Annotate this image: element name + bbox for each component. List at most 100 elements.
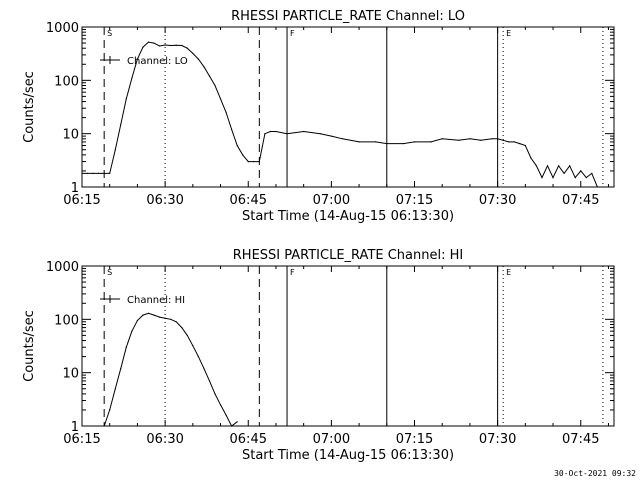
- data-point: [236, 421, 238, 423]
- y-axis-label: Counts/sec: [22, 71, 37, 143]
- data-point: [253, 161, 255, 163]
- data-point: [480, 139, 482, 141]
- y-axis-label: Counts/sec: [22, 310, 37, 382]
- data-point: [303, 130, 305, 133]
- data-point: [258, 161, 260, 163]
- plot-frame: [81, 265, 615, 427]
- data-point: [125, 98, 127, 100]
- x-tick-label: 07:15: [396, 432, 433, 447]
- data-point: [319, 133, 321, 135]
- data-point: [491, 138, 493, 140]
- data-point: [236, 144, 238, 147]
- event-marker-label: S: [107, 268, 112, 277]
- plot-frame: [81, 26, 615, 188]
- panel-2: RHESSI PARTICLE_RATE Channel: HI Counts/s…: [22, 248, 615, 463]
- data-point: [147, 312, 150, 314]
- x-tick-label: 07:30: [479, 432, 516, 447]
- legend-label: Channel: LO: [127, 56, 188, 67]
- event-marker-label: F: [290, 268, 295, 277]
- event-marker-label: E: [506, 29, 511, 38]
- data-point: [502, 139, 504, 141]
- data-point: [558, 165, 560, 167]
- data-point: [430, 141, 432, 143]
- data-point: [81, 172, 83, 174]
- data-point: [580, 170, 582, 172]
- data-point: [103, 425, 105, 427]
- data-point: [136, 58, 138, 60]
- x-tick-label: 06:45: [230, 432, 267, 447]
- data-point: [602, 186, 604, 188]
- data-point: [286, 133, 288, 135]
- data-point: [120, 123, 122, 125]
- data-point: [170, 44, 172, 47]
- y-tick-label: 10: [62, 128, 79, 143]
- timestamp-footer: 30-Oct-2021 09:32: [554, 469, 636, 478]
- y-tick-label: 10: [62, 367, 79, 382]
- data-point: [242, 154, 244, 156]
- x-axis-label: Start Time (14-Aug-15 06:13:30): [242, 209, 454, 224]
- data-point: [131, 330, 133, 332]
- data-point: [181, 327, 183, 329]
- data-point: [208, 380, 211, 382]
- event-marker-label: S: [107, 29, 112, 38]
- data-point: [231, 425, 233, 427]
- x-tick-label: 07:00: [313, 432, 350, 447]
- data-point: [596, 186, 599, 188]
- x-tick-label: 06:30: [146, 193, 183, 208]
- data-point: [530, 157, 532, 159]
- data-point: [375, 141, 377, 143]
- data-point: [264, 133, 266, 135]
- data-point: [153, 42, 155, 44]
- data-point: [269, 130, 271, 133]
- series-line-1: [103, 312, 238, 427]
- data-point: [120, 367, 122, 369]
- x-tick-label: 06:15: [63, 193, 100, 208]
- data-point: [508, 141, 510, 143]
- data-point: [563, 172, 565, 174]
- x-tick-label: 06:15: [63, 432, 100, 447]
- x-tick-label: 06:30: [146, 432, 183, 447]
- x-tick-label: 07:45: [562, 193, 599, 208]
- chart-title: RHESSI PARTICLE_RATE Channel: HI: [233, 248, 463, 263]
- data-point: [98, 172, 100, 174]
- data-point: [535, 165, 538, 167]
- data-point: [552, 177, 554, 179]
- data-point: [546, 165, 549, 167]
- x-tick-label: 07:00: [313, 193, 350, 208]
- data-point: [591, 172, 593, 174]
- data-point: [197, 356, 199, 358]
- x-tick-label: 07:45: [562, 432, 599, 447]
- data-point: [386, 143, 388, 145]
- data-point: [225, 111, 227, 113]
- data-point: [574, 177, 576, 179]
- data-point: [164, 44, 166, 46]
- data-point: [358, 141, 360, 143]
- data-point: [203, 367, 205, 369]
- data-point: [214, 84, 216, 87]
- data-point: [147, 41, 150, 43]
- data-point: [330, 135, 332, 137]
- y-tick-label: 1: [71, 181, 79, 196]
- data-point: [519, 143, 521, 145]
- y-tick-label: 100: [54, 74, 79, 89]
- data-point: [181, 44, 183, 47]
- data-point: [131, 77, 133, 79]
- data-point: [402, 143, 404, 145]
- event-marker-label: E: [506, 268, 511, 277]
- data-point: [203, 66, 205, 68]
- data-point: [164, 317, 166, 319]
- data-point: [153, 314, 155, 316]
- panel-1: RHESSI PARTICLE_RATE Channel: LO Counts/s…: [22, 9, 615, 224]
- data-point: [214, 393, 216, 395]
- data-point: [569, 165, 571, 167]
- x-axis-label: Start Time (14-Aug-15 06:13:30): [242, 448, 454, 463]
- data-point: [231, 128, 233, 130]
- data-point: [458, 139, 460, 141]
- data-point: [513, 141, 515, 143]
- data-point: [186, 47, 188, 49]
- data-point: [175, 321, 177, 323]
- data-point: [225, 414, 227, 416]
- data-point: [219, 404, 222, 406]
- data-point: [441, 138, 443, 140]
- data-point: [114, 149, 116, 151]
